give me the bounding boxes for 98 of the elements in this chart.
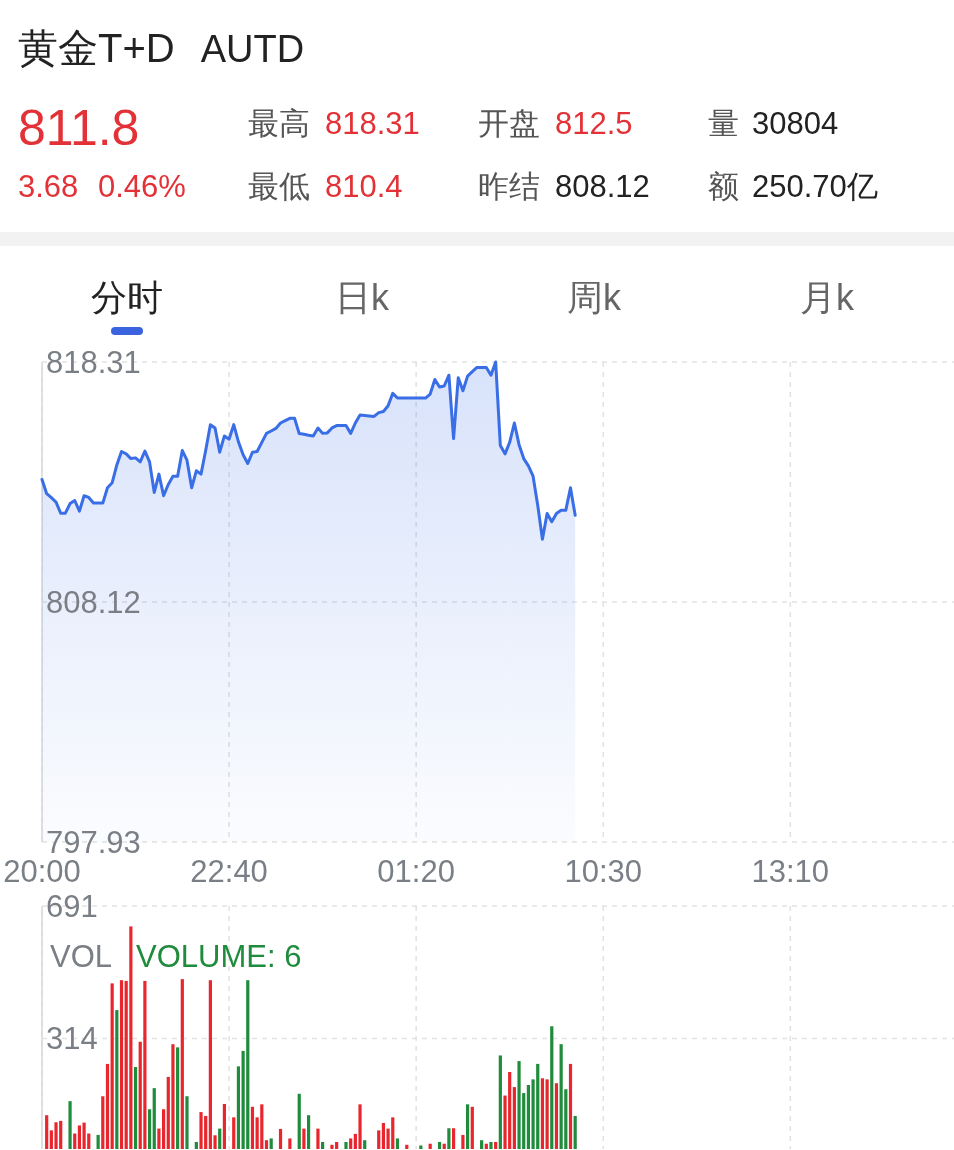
bar: [222, 1103, 226, 1149]
bar: [321, 1141, 325, 1149]
x-tick-label: 13:10: [751, 854, 830, 889]
x-tick-label: 22:40: [190, 854, 268, 889]
bar: [101, 1096, 105, 1149]
text: 最高: [248, 106, 310, 141]
annotation: VOLUME: 6: [136, 939, 302, 974]
bar: [377, 1130, 381, 1149]
bar: [171, 1044, 175, 1149]
bar: [105, 1063, 110, 1149]
text: VOL: [50, 939, 113, 974]
x-tick-label: 10:30: [564, 854, 643, 889]
y-tick-label: 818.31: [46, 344, 141, 380]
bar: [246, 980, 250, 1149]
bar: [82, 1122, 86, 1149]
text: 量: [708, 106, 739, 141]
x-tick-label: 01:20: [377, 854, 455, 889]
text: 0.46%: [98, 169, 186, 204]
text: 3.68: [18, 169, 79, 204]
text: 250.70亿: [752, 169, 878, 204]
bar: [54, 1122, 58, 1149]
bar: [264, 1140, 269, 1149]
bar: [517, 1061, 521, 1149]
y-tick-label: 314: [46, 1021, 98, 1057]
bar: [480, 1140, 484, 1149]
y-tick-label: 691: [46, 888, 98, 924]
bar: [260, 1104, 264, 1149]
bar: [419, 1145, 423, 1149]
bar: [554, 1083, 559, 1149]
bar: [550, 1026, 554, 1149]
bar: [250, 1106, 255, 1149]
bar: [133, 1067, 138, 1149]
bar: [363, 1140, 367, 1149]
bar: [77, 1125, 82, 1149]
bar: [96, 1134, 100, 1149]
text: 30804: [752, 106, 839, 141]
bar: [470, 1106, 474, 1149]
bar: [573, 1115, 577, 1149]
text: 周k: [567, 277, 622, 318]
bar: [269, 1138, 273, 1149]
bar: [110, 983, 114, 1149]
y-tick-label: 808.12: [46, 584, 141, 620]
bar: [143, 980, 147, 1149]
bar: [545, 1079, 549, 1149]
text: 分时: [91, 277, 163, 318]
bar: [461, 1134, 465, 1149]
bar: [185, 1096, 189, 1149]
bar: [236, 1066, 241, 1149]
text: 810.4: [325, 169, 403, 204]
bar: [498, 1055, 502, 1149]
text: 黄金T+D: [18, 26, 175, 70]
bar: [344, 1141, 348, 1149]
text: 最低: [248, 169, 310, 204]
bar: [494, 1141, 498, 1149]
bar: [288, 1138, 292, 1149]
bar: [68, 1101, 72, 1149]
bar: [451, 1128, 456, 1149]
bar: [278, 1128, 283, 1149]
text: 昨结: [478, 169, 540, 204]
bar: [176, 1047, 180, 1149]
text: 812.5: [555, 106, 633, 141]
bar: [194, 1141, 198, 1149]
bar: [302, 1128, 306, 1149]
bar: [129, 926, 133, 1149]
bar: [297, 1093, 301, 1149]
bar: [540, 1078, 545, 1149]
bar: [349, 1138, 353, 1149]
bar: [316, 1128, 320, 1149]
bar: [395, 1138, 400, 1149]
bar: [73, 1133, 77, 1149]
bar: [218, 1128, 222, 1149]
bar: [568, 1063, 573, 1149]
text: AUTD: [200, 28, 305, 70]
bar: [115, 1010, 119, 1149]
bar: [489, 1141, 493, 1149]
text: 额: [708, 169, 739, 204]
bar: [306, 1115, 311, 1149]
bar: [147, 1109, 152, 1149]
bar: [447, 1128, 451, 1149]
bar: [152, 1088, 156, 1149]
bar: [45, 1115, 49, 1149]
text: 开盘: [478, 106, 540, 141]
text: 818.31: [325, 106, 420, 141]
text: 月k: [800, 277, 855, 318]
bar: [232, 1117, 236, 1149]
bar: [466, 1104, 470, 1149]
bar: [381, 1122, 386, 1149]
bar: [199, 1112, 203, 1149]
bar: [330, 1144, 334, 1149]
bar: [358, 1104, 362, 1149]
bar: [512, 1087, 516, 1149]
bar: [119, 980, 124, 1149]
text: 日k: [335, 277, 390, 318]
bar: [180, 979, 184, 1149]
text: 808.12: [555, 169, 650, 204]
bar: [437, 1141, 442, 1149]
bar: [559, 1044, 563, 1149]
text: 811.8: [18, 100, 140, 156]
